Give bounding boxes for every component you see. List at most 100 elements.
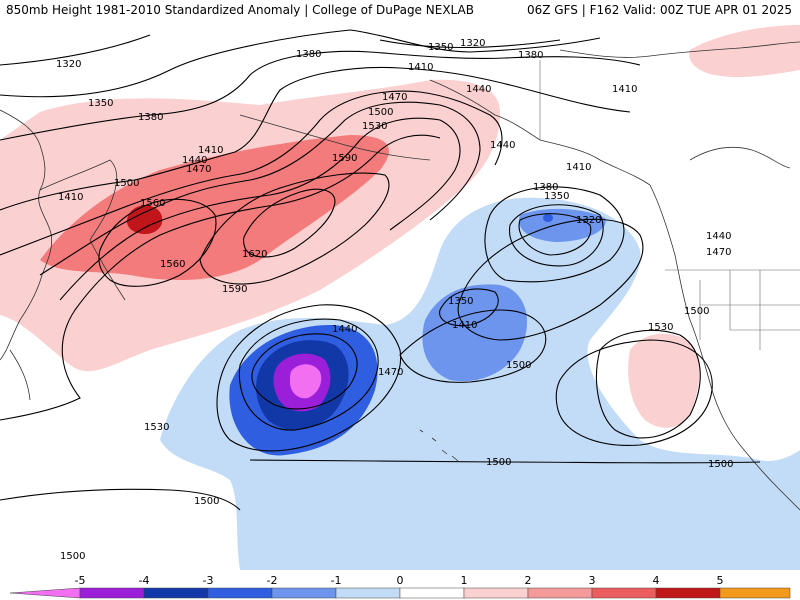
contour-label: 1470 bbox=[186, 164, 211, 175]
contour-label: 1410 bbox=[58, 192, 83, 203]
contour-label: 1380 bbox=[296, 49, 321, 60]
colorbar-tick-label: 4 bbox=[653, 574, 660, 587]
contour-1590 bbox=[199, 172, 390, 285]
contour-1620 bbox=[242, 188, 336, 258]
colorbar-swatch bbox=[335, 587, 401, 599]
anomaly-fill-minus2-core bbox=[543, 214, 553, 222]
contour-1320 bbox=[0, 34, 592, 256]
colorbar-tick-label: 2 bbox=[525, 574, 532, 587]
anomaly-fill-minus5 bbox=[290, 364, 322, 399]
map-header: 850mb Height 1981-2010 Standardized Anom… bbox=[0, 0, 800, 20]
contour-label: 1380 bbox=[518, 50, 543, 61]
contour-label: 1500 bbox=[368, 107, 393, 118]
colorbar-tick-label: 3 bbox=[589, 574, 596, 587]
coastline-arctic bbox=[559, 41, 800, 58]
coastline-hawaii bbox=[419, 429, 459, 462]
coastline-asia bbox=[0, 109, 53, 361]
contour-1380 bbox=[0, 50, 641, 283]
contour-label: 1470 bbox=[706, 247, 731, 258]
anomaly-fill-minus2c bbox=[519, 208, 606, 242]
contour-labels: 1320 1380 1350 1320 1380 1350 1410 1440 … bbox=[56, 38, 733, 562]
contour-label: 1470 bbox=[378, 367, 403, 378]
contour-label: 1410 bbox=[612, 84, 637, 95]
contour-label: 1530 bbox=[648, 322, 673, 333]
contour-1530 bbox=[0, 134, 701, 439]
model-run-info: 06Z GFS | F162 Valid: 00Z TUE APR 01 202… bbox=[526, 3, 792, 17]
coastline-hudson bbox=[689, 146, 791, 169]
anomaly-map: 1320 1380 1350 1320 1380 1350 1410 1440 … bbox=[0, 20, 800, 570]
contour-label: 1410 bbox=[566, 162, 591, 173]
colorbar-swatch bbox=[399, 587, 465, 599]
anomaly-fill-northeast bbox=[689, 25, 800, 78]
colorbar-swatch bbox=[9, 587, 81, 599]
positive-anomaly-shading bbox=[0, 25, 800, 428]
colorbar-tick-label: -4 bbox=[139, 574, 150, 587]
colorbar-swatch bbox=[463, 587, 529, 599]
contour-label: 1500 bbox=[708, 459, 733, 470]
contour-label: 1440 bbox=[490, 140, 515, 151]
contour-label: 1440 bbox=[182, 155, 207, 166]
contour-label: 1500 bbox=[114, 178, 139, 189]
coastline-kamchatka bbox=[39, 159, 118, 241]
contour-label: 1320 bbox=[56, 59, 81, 70]
contour-label: 1410 bbox=[452, 320, 477, 331]
colorbar-tick-labels: -5 -4 -3 -2 -1 0 1 2 3 4 5 bbox=[75, 574, 724, 587]
contour-label: 1500 bbox=[506, 360, 531, 371]
contour-label: 1350 bbox=[88, 98, 113, 109]
anomaly-fill-plus3 bbox=[126, 205, 163, 234]
contour-label: 1500 bbox=[486, 457, 511, 468]
colorbar-swatch bbox=[207, 587, 273, 599]
contour-label: 1410 bbox=[408, 62, 433, 73]
coastline-kuriles bbox=[9, 239, 126, 401]
colorbar-tick-label: 0 bbox=[397, 574, 404, 587]
contour-1470 bbox=[39, 101, 547, 431]
coastline-mexico bbox=[739, 444, 800, 511]
contour-label: 1590 bbox=[332, 153, 357, 164]
contour-label: 1350 bbox=[544, 191, 569, 202]
contour-label: 1530 bbox=[144, 422, 169, 433]
contour-label: 1320 bbox=[576, 215, 601, 226]
contour-label: 1560 bbox=[160, 259, 185, 270]
coastline-aleutians bbox=[239, 114, 431, 161]
contour-label: 1530 bbox=[362, 121, 387, 132]
contour-label: 1560 bbox=[140, 198, 165, 209]
contour-label: 1590 bbox=[222, 284, 247, 295]
colorbar-swatch bbox=[655, 587, 721, 599]
contour-label: 1350 bbox=[448, 296, 473, 307]
contour-1410 bbox=[0, 66, 644, 341]
anomaly-colorbar: -5 -4 -3 -2 -1 0 1 2 3 4 5 bbox=[9, 574, 791, 599]
contour-label: 1500 bbox=[60, 551, 85, 562]
product-title: 850mb Height 1981-2010 Standardized Anom… bbox=[6, 3, 474, 17]
colorbar-tick-label: 5 bbox=[717, 574, 724, 587]
us-state-lines bbox=[699, 270, 800, 350]
contour-1560 bbox=[98, 198, 217, 287]
colorbar-tick-label: -1 bbox=[331, 574, 342, 587]
contour-label: 1440 bbox=[706, 231, 731, 242]
contour-label: 1440 bbox=[332, 324, 357, 335]
contour-label: 1440 bbox=[466, 84, 491, 95]
anomaly-fill-minus1 bbox=[160, 197, 800, 570]
contour-1440 bbox=[0, 90, 503, 410]
colorbar-swatch bbox=[143, 587, 209, 599]
colorbar-swatch bbox=[79, 587, 145, 599]
colorbar-tick-label: 1 bbox=[461, 574, 468, 587]
contour-label: 1380 bbox=[138, 112, 163, 123]
colorbar-fills bbox=[9, 587, 791, 599]
contour-label: 1320 bbox=[460, 38, 485, 49]
contour-label: 1500 bbox=[684, 306, 709, 317]
colorbar-tick-label: -2 bbox=[267, 574, 278, 587]
political-borders bbox=[539, 60, 800, 350]
contour-label: 1470 bbox=[382, 92, 407, 103]
height-contours bbox=[0, 29, 761, 511]
contour-label: 1620 bbox=[242, 249, 267, 260]
colorbar-tick-label: -5 bbox=[75, 574, 86, 587]
contour-label: 1380 bbox=[533, 182, 558, 193]
colorbar-swatch bbox=[271, 587, 337, 599]
colorbar-tick-label: -3 bbox=[203, 574, 214, 587]
anomaly-fill-plus2 bbox=[40, 135, 389, 280]
contour-1500 bbox=[0, 117, 761, 511]
colorbar-swatch bbox=[527, 587, 593, 599]
coastline-bc-coast bbox=[649, 184, 691, 321]
colorbar-swatch bbox=[591, 587, 657, 599]
colorbar-swatch bbox=[719, 587, 791, 599]
